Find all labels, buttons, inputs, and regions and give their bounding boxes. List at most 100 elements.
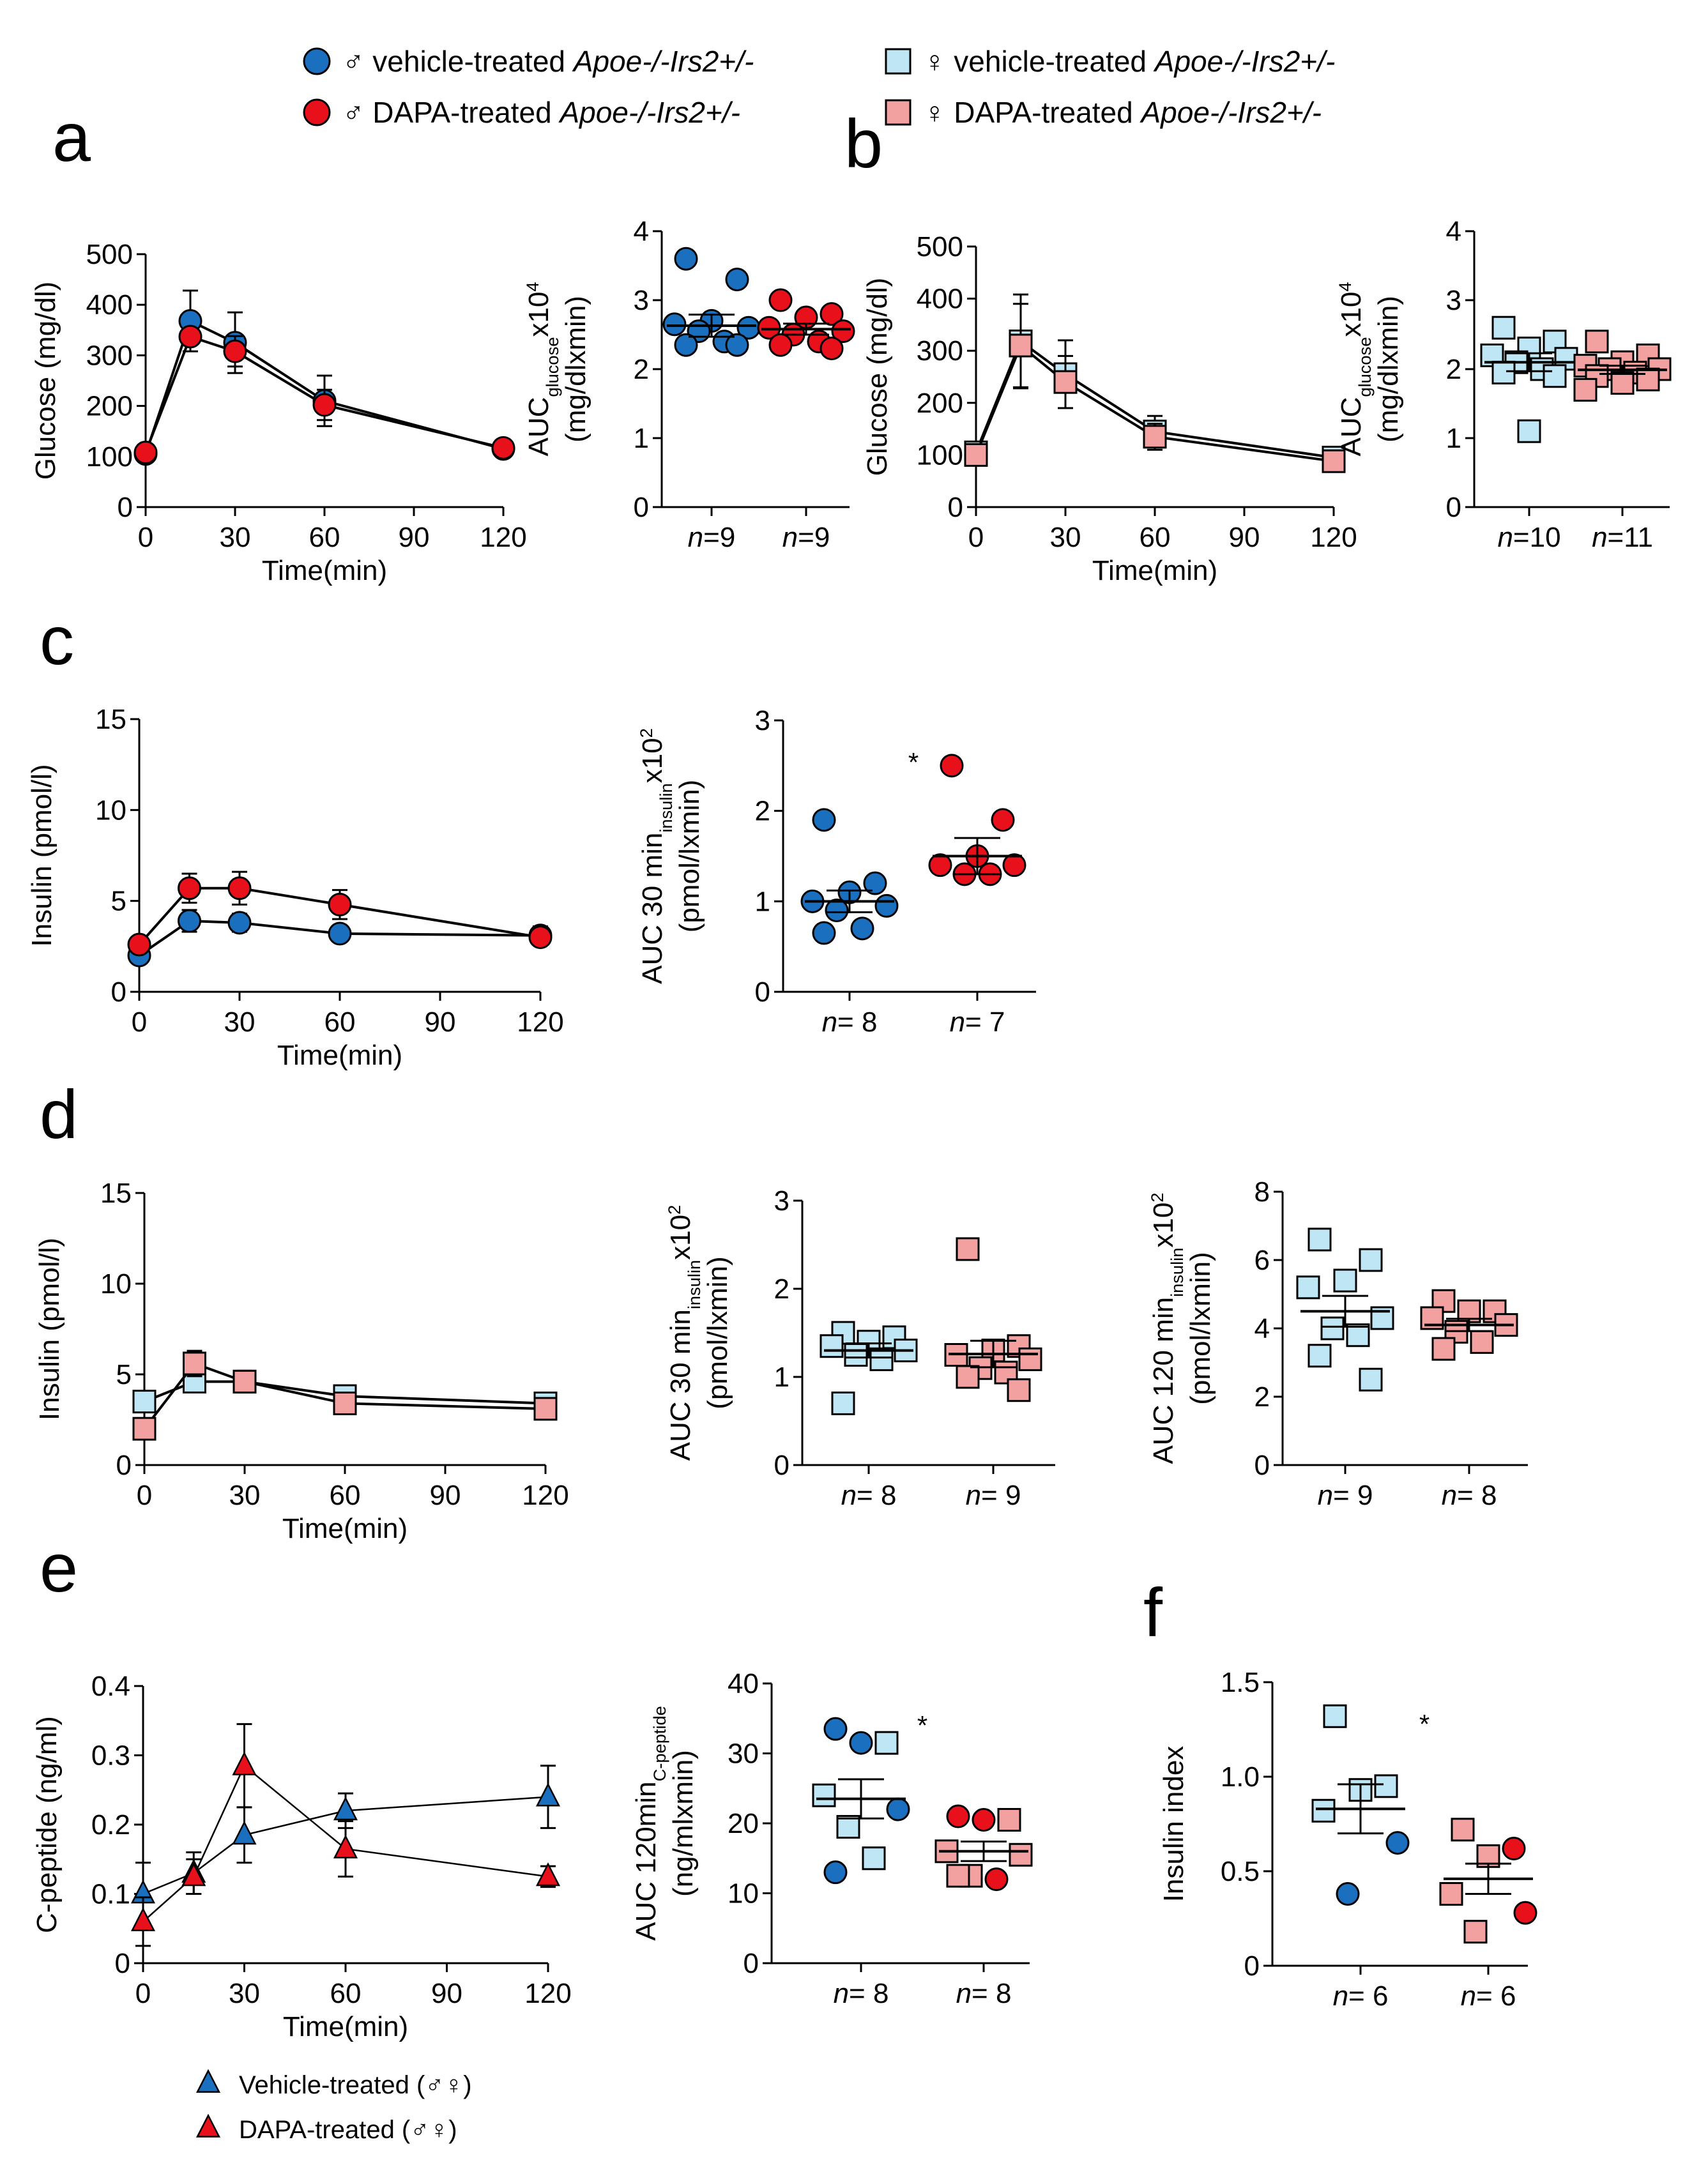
y-tick-label: 0 xyxy=(634,492,649,523)
data-point xyxy=(1502,1836,1526,1860)
data-point xyxy=(886,1797,910,1821)
x-tick-label: 90 xyxy=(1229,522,1260,553)
n-label-n: n xyxy=(956,1978,972,2009)
data-point xyxy=(862,1846,886,1871)
data-point xyxy=(823,1717,848,1741)
y-tick-label: 1.0 xyxy=(1221,1761,1260,1793)
data-point xyxy=(820,1334,844,1358)
n-label-n: n xyxy=(1592,522,1607,553)
y-axis-label-part: (mg/dlxmin) xyxy=(560,296,591,443)
y-tick-label: 1.5 xyxy=(1221,1667,1260,1698)
y-axis-label-part: Glucose (mg/dl) xyxy=(30,282,61,480)
data-point xyxy=(1296,1275,1320,1300)
x-tick-label: 0 xyxy=(132,1007,147,1038)
data-point xyxy=(232,1751,257,1775)
y-axis-label-text: AUC 30 mininsulinx102 xyxy=(636,728,676,984)
y-axis-label-part: 4 xyxy=(522,282,542,291)
y-tick-label: 0.5 xyxy=(1221,1856,1260,1887)
data-point xyxy=(725,268,749,292)
n-label-value: = 9 xyxy=(981,1480,1021,1511)
data-point xyxy=(1374,1774,1398,1798)
series-1 xyxy=(133,324,515,464)
n-label: n= 8 xyxy=(841,1480,897,1511)
data-point xyxy=(1463,1920,1488,1944)
data-point xyxy=(1308,1344,1332,1368)
data-point xyxy=(1585,330,1609,354)
x-tick-label: 30 xyxy=(229,1480,261,1511)
group-1: n=11 xyxy=(1573,330,1672,553)
n-label-value: = 6 xyxy=(1348,1980,1388,2012)
group-1: n= 6 xyxy=(1439,1818,1537,2012)
group-0: n= 9 xyxy=(1296,1227,1394,1511)
significance-star: * xyxy=(1419,1709,1430,1739)
panel-letters: a b c d e f xyxy=(40,98,1163,1651)
data-point xyxy=(535,1782,561,1807)
y-axis-label: AUCglucosex104(mg/dlxmin) xyxy=(1335,282,1405,456)
chart-c-line: 0 5 10 15 0 30 60 90 120 Time(min) Insulin (pmol/l… xyxy=(26,704,564,1071)
panel-letter-f: f xyxy=(1143,1574,1163,1651)
series-1 xyxy=(132,1349,558,1441)
data-point xyxy=(491,436,515,460)
y-tick-label: 4 xyxy=(1254,1313,1270,1344)
y-axis-label-part: x10 xyxy=(665,1215,696,1260)
n-label: n= 9 xyxy=(966,1480,1021,1511)
y-tick-label: 8 xyxy=(1254,1176,1270,1208)
data-point xyxy=(812,1783,836,1807)
data-point xyxy=(1018,1347,1042,1371)
y-tick-label: 400 xyxy=(86,289,133,321)
x-tick-label: 120 xyxy=(517,1007,563,1038)
series-1 xyxy=(127,870,553,957)
n-label-value: = 7 xyxy=(965,1007,1005,1038)
y-tick-label: 0 xyxy=(118,492,133,523)
series-0 xyxy=(133,289,515,466)
data-point xyxy=(1573,377,1597,402)
x-tick-label: 120 xyxy=(1310,522,1357,553)
data-point xyxy=(874,893,899,918)
chart-e-dot: 0 10 20 30 40 AUC 120minC-peptide(ng/mlxmin) n… xyxy=(630,1668,1033,2009)
y-axis-label: C-peptide (ng/ml) xyxy=(31,1716,63,1933)
y-axis-label-text: AUC 30 mininsulinx102 xyxy=(664,1205,704,1461)
y-axis-label-text: Insulin index xyxy=(1158,1746,1189,1903)
n-label-n: n xyxy=(1442,1480,1457,1511)
data-point xyxy=(831,1391,855,1415)
data-point xyxy=(820,337,844,361)
y-axis-label-part: C-peptide xyxy=(650,1706,669,1781)
group-0: n= 8 xyxy=(800,808,899,1038)
x-tick-label: 120 xyxy=(480,522,526,553)
data-point xyxy=(991,808,1015,832)
n-label: n= 8 xyxy=(956,1978,1012,2009)
data-point xyxy=(333,1797,358,1821)
data-point xyxy=(132,1417,156,1441)
y-tick-label: 30 xyxy=(728,1738,759,1770)
y-axis-label-text: Insulin (pmol/l) xyxy=(34,1238,65,1420)
data-point xyxy=(1491,315,1516,340)
data-point xyxy=(1636,367,1660,391)
n-label-value: =10 xyxy=(1513,522,1561,553)
x-tick-label: 0 xyxy=(138,522,153,553)
legend-marker xyxy=(885,99,911,126)
group-1: n=9 xyxy=(757,288,855,553)
data-point xyxy=(227,876,252,900)
data-point xyxy=(956,1237,980,1261)
legend-marker xyxy=(885,48,911,75)
y-axis-label: Glucose (mg/dl) xyxy=(30,282,61,480)
data-point xyxy=(528,925,553,950)
y-axis-label-part: AUC 30 min xyxy=(665,1309,696,1461)
y-axis-label: Glucose (mg/dl) xyxy=(862,278,893,476)
data-point xyxy=(984,1867,1009,1892)
y-axis-label-part: (pmol/lxmin) xyxy=(674,780,705,933)
significance-star: * xyxy=(908,747,919,777)
n-label-n: n xyxy=(1461,1980,1476,2012)
n-label: n=9 xyxy=(782,522,830,553)
x-axis-label: Time(min) xyxy=(277,1040,402,1071)
legend-label: DAPA-treated (♂♀) xyxy=(239,2116,457,2144)
y-axis-label-part: Glucose (mg/dl) xyxy=(862,278,893,476)
legend-marker xyxy=(303,47,331,75)
y-axis-label: Insulin (pmol/l) xyxy=(34,1238,65,1420)
legend-label: ♂ vehicle-treated Apoe-/-Irs2+/- xyxy=(342,45,754,78)
n-label-value: =9 xyxy=(798,522,830,553)
n-label-value: = 6 xyxy=(1476,1980,1516,2012)
